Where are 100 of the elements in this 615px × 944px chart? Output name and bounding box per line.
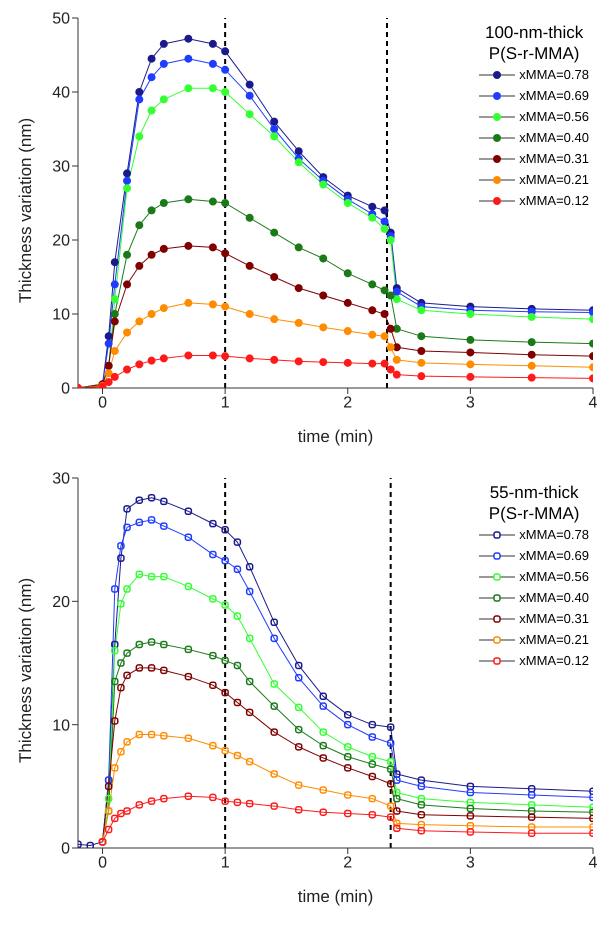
point bbox=[344, 298, 352, 307]
point bbox=[117, 748, 125, 756]
point bbox=[368, 760, 376, 768]
y-tick-label: 10 bbox=[52, 717, 70, 734]
point bbox=[386, 739, 394, 747]
point bbox=[135, 360, 144, 368]
point bbox=[270, 634, 278, 642]
point bbox=[368, 214, 376, 222]
point bbox=[294, 284, 303, 292]
point bbox=[393, 824, 401, 832]
point bbox=[234, 566, 242, 574]
y-tick-label: 0 bbox=[61, 380, 70, 398]
point bbox=[528, 785, 536, 793]
x-tick-label: 3 bbox=[466, 394, 475, 412]
point bbox=[418, 801, 426, 809]
point bbox=[344, 764, 352, 772]
point bbox=[528, 801, 536, 809]
point bbox=[319, 254, 328, 262]
point bbox=[344, 269, 352, 278]
x-tick-label: 3 bbox=[466, 854, 475, 872]
y-axis-title: Thickness variation (nm) bbox=[16, 118, 36, 303]
point bbox=[417, 372, 426, 380]
point bbox=[528, 362, 536, 370]
point bbox=[160, 199, 168, 207]
y-tick-label: 20 bbox=[52, 232, 70, 250]
point bbox=[418, 794, 426, 802]
point bbox=[104, 332, 113, 340]
point bbox=[136, 570, 144, 578]
point bbox=[466, 348, 474, 356]
point bbox=[294, 743, 302, 751]
point bbox=[344, 711, 352, 719]
point bbox=[221, 88, 230, 96]
point bbox=[466, 336, 474, 344]
point bbox=[246, 678, 254, 686]
point bbox=[417, 306, 426, 314]
point bbox=[319, 702, 327, 710]
y-tick-label: 0 bbox=[61, 840, 70, 858]
x-tick-label: 1 bbox=[220, 854, 230, 872]
point bbox=[160, 572, 168, 580]
point bbox=[294, 243, 303, 252]
point bbox=[148, 106, 156, 114]
point bbox=[270, 273, 278, 281]
point bbox=[393, 794, 401, 802]
point bbox=[466, 372, 474, 381]
point bbox=[528, 829, 536, 837]
legend-label: xMMA=0.69 bbox=[519, 87, 589, 105]
x-tick-label: 2 bbox=[343, 394, 352, 412]
point bbox=[368, 280, 376, 288]
point bbox=[418, 782, 426, 790]
point bbox=[294, 806, 302, 814]
point bbox=[221, 556, 229, 564]
point bbox=[209, 681, 217, 689]
point bbox=[135, 132, 144, 140]
point bbox=[184, 195, 192, 204]
y-tick-label: 50 bbox=[52, 10, 70, 28]
point bbox=[160, 40, 168, 48]
legend-label: xMMA=0.31 bbox=[519, 150, 589, 168]
point bbox=[221, 199, 230, 207]
point bbox=[208, 40, 217, 48]
point bbox=[160, 354, 168, 362]
legend-label: xMMA=0.56 bbox=[519, 108, 589, 126]
point bbox=[344, 199, 352, 207]
point bbox=[319, 742, 327, 750]
point bbox=[208, 243, 217, 252]
point bbox=[148, 664, 156, 672]
legend-title: 55-nm-thick P(S-r-MMA) bbox=[488, 482, 580, 524]
point bbox=[270, 728, 278, 736]
point bbox=[110, 317, 119, 326]
point bbox=[294, 674, 302, 682]
point bbox=[104, 369, 113, 378]
point bbox=[148, 73, 156, 82]
point bbox=[104, 826, 112, 834]
point bbox=[294, 158, 303, 166]
point bbox=[234, 798, 242, 806]
point bbox=[148, 494, 156, 502]
point bbox=[160, 244, 168, 253]
point bbox=[123, 184, 132, 192]
point bbox=[368, 202, 376, 211]
point bbox=[184, 792, 192, 800]
point bbox=[135, 221, 144, 230]
point bbox=[344, 720, 352, 728]
point bbox=[319, 323, 328, 332]
point bbox=[528, 374, 536, 382]
point bbox=[386, 366, 395, 374]
point bbox=[246, 563, 254, 571]
point bbox=[270, 802, 278, 810]
point bbox=[246, 214, 254, 222]
point bbox=[184, 508, 192, 516]
point bbox=[344, 327, 352, 336]
x-axis-title: time (min) bbox=[298, 887, 374, 906]
y-tick-label: 10 bbox=[52, 306, 70, 324]
point bbox=[368, 330, 376, 339]
point bbox=[208, 351, 217, 360]
point bbox=[123, 505, 131, 513]
point bbox=[417, 332, 426, 340]
point bbox=[380, 206, 389, 214]
point bbox=[209, 595, 217, 603]
point bbox=[148, 730, 156, 738]
point bbox=[104, 378, 113, 386]
point bbox=[393, 788, 401, 796]
